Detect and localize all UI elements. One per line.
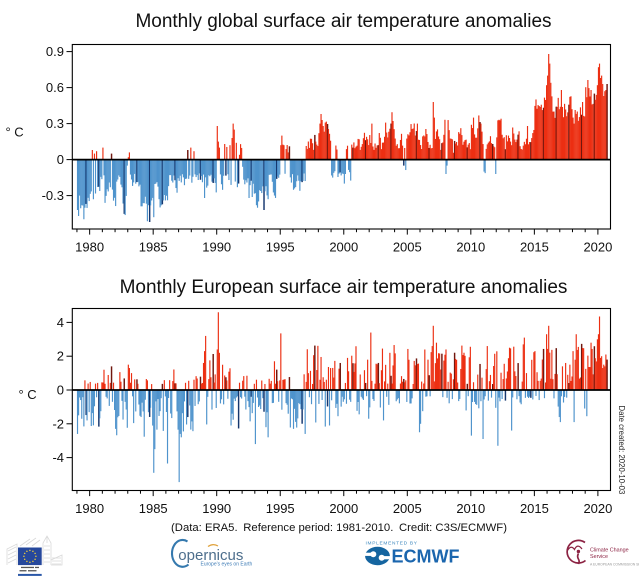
svg-text:opernicus: opernicus bbox=[178, 547, 243, 564]
svg-text:0.9: 0.9 bbox=[46, 44, 64, 59]
svg-text:° C: ° C bbox=[6, 125, 24, 140]
svg-text:1980: 1980 bbox=[75, 501, 104, 516]
svg-text:1995: 1995 bbox=[266, 240, 295, 255]
svg-text:-2: -2 bbox=[52, 416, 64, 431]
svg-text:Date created: 2020-10-03: Date created: 2020-10-03 bbox=[617, 406, 626, 495]
svg-text:2000: 2000 bbox=[329, 501, 358, 516]
svg-text:1985: 1985 bbox=[139, 501, 168, 516]
svg-text:2: 2 bbox=[57, 349, 64, 364]
svg-text:IMPLEMENTED BY: IMPLEMENTED BY bbox=[366, 541, 418, 547]
svg-text:° C: ° C bbox=[19, 387, 37, 402]
svg-text:2005: 2005 bbox=[393, 501, 422, 516]
svg-text:2020: 2020 bbox=[583, 240, 612, 255]
svg-text:Climate Change: Climate Change bbox=[590, 548, 629, 554]
svg-text:1980: 1980 bbox=[75, 240, 104, 255]
svg-text:A EUROPEAN COMMISSION SERVICE: A EUROPEAN COMMISSION SERVICE bbox=[590, 562, 639, 566]
svg-text:-4: -4 bbox=[52, 450, 64, 465]
svg-text:1985: 1985 bbox=[139, 240, 168, 255]
svg-text:ECMWF: ECMWF bbox=[392, 547, 460, 567]
svg-text:Monthly European surface air t: Monthly European surface air temperature… bbox=[120, 277, 568, 298]
svg-text:0: 0 bbox=[57, 152, 64, 167]
svg-text:1995: 1995 bbox=[266, 501, 295, 516]
svg-text:(Data: ERA5. Reference period:: (Data: ERA5. Reference period: 1981-2010… bbox=[171, 522, 507, 534]
svg-text:2020: 2020 bbox=[583, 501, 612, 516]
svg-text:4: 4 bbox=[57, 315, 64, 330]
svg-text:2015: 2015 bbox=[520, 240, 549, 255]
svg-text:0.6: 0.6 bbox=[46, 80, 64, 95]
svg-text:1990: 1990 bbox=[202, 501, 231, 516]
svg-text:Europe's eyes on Earth: Europe's eyes on Earth bbox=[201, 561, 253, 567]
svg-text:2000: 2000 bbox=[329, 240, 358, 255]
svg-text:1990: 1990 bbox=[202, 240, 231, 255]
svg-text:2010: 2010 bbox=[456, 240, 485, 255]
svg-text:2005: 2005 bbox=[393, 240, 422, 255]
svg-text:Monthly global surface air tem: Monthly global surface air temperature a… bbox=[135, 11, 551, 32]
svg-text:2015: 2015 bbox=[520, 501, 549, 516]
svg-text:0.3: 0.3 bbox=[46, 116, 64, 131]
svg-text:-0.3: -0.3 bbox=[42, 188, 64, 203]
svg-text:0: 0 bbox=[57, 383, 64, 398]
svg-text:2010: 2010 bbox=[456, 501, 485, 516]
svg-text:Service: Service bbox=[590, 554, 608, 560]
